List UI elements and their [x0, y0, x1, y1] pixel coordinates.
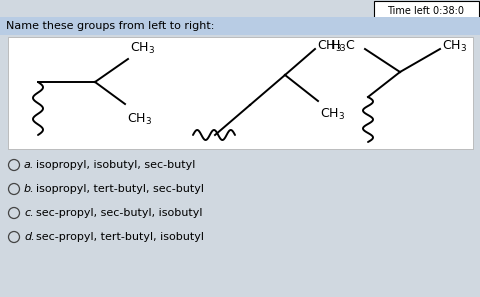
- Text: $\mathrm{CH_3}$: $\mathrm{CH_3}$: [319, 107, 345, 122]
- Text: a.: a.: [24, 160, 34, 170]
- Text: isopropyl, tert-butyl, sec-butyl: isopropyl, tert-butyl, sec-butyl: [36, 184, 204, 194]
- Bar: [0, 17, 480, 35]
- Text: c.: c.: [24, 208, 34, 218]
- Text: b.: b.: [24, 184, 35, 194]
- Text: $\mathrm{CH_3}$: $\mathrm{CH_3}$: [441, 38, 466, 53]
- Text: isopropyl, isobutyl, sec-butyl: isopropyl, isobutyl, sec-butyl: [36, 160, 195, 170]
- Text: Time left 0:38:0: Time left 0:38:0: [387, 6, 464, 15]
- Text: $\mathrm{CH_3}$: $\mathrm{CH_3}$: [127, 112, 152, 127]
- FancyBboxPatch shape: [373, 1, 478, 20]
- Text: $\mathrm{CH_3}$: $\mathrm{CH_3}$: [316, 38, 341, 53]
- Text: sec-propyl, sec-butyl, isobutyl: sec-propyl, sec-butyl, isobutyl: [36, 208, 202, 218]
- Text: d.: d.: [24, 232, 35, 242]
- Text: $\mathrm{H_3C}$: $\mathrm{H_3C}$: [329, 38, 355, 53]
- Text: sec-propyl, tert-butyl, isobutyl: sec-propyl, tert-butyl, isobutyl: [36, 232, 204, 242]
- Text: $\mathrm{CH_3}$: $\mathrm{CH_3}$: [130, 41, 155, 56]
- Text: Name these groups from left to right:: Name these groups from left to right:: [6, 21, 214, 31]
- Bar: [8, 37, 472, 149]
